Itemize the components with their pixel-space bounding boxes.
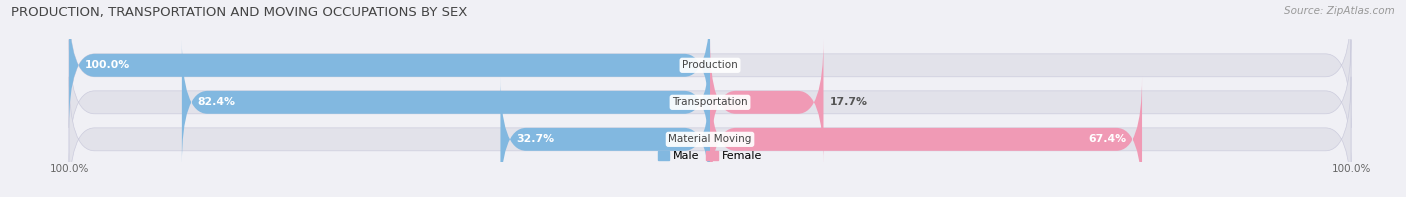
Text: 32.7%: 32.7% bbox=[516, 134, 554, 144]
Text: Production: Production bbox=[682, 60, 738, 70]
FancyBboxPatch shape bbox=[181, 40, 710, 165]
FancyBboxPatch shape bbox=[69, 40, 1351, 165]
Text: 67.4%: 67.4% bbox=[1088, 134, 1126, 144]
FancyBboxPatch shape bbox=[69, 77, 1351, 197]
Text: Source: ZipAtlas.com: Source: ZipAtlas.com bbox=[1284, 6, 1395, 16]
FancyBboxPatch shape bbox=[501, 77, 710, 197]
Text: 82.4%: 82.4% bbox=[197, 97, 235, 107]
Text: PRODUCTION, TRANSPORTATION AND MOVING OCCUPATIONS BY SEX: PRODUCTION, TRANSPORTATION AND MOVING OC… bbox=[11, 6, 468, 19]
Text: 17.7%: 17.7% bbox=[830, 97, 868, 107]
FancyBboxPatch shape bbox=[710, 40, 824, 165]
FancyBboxPatch shape bbox=[69, 3, 710, 128]
Text: Transportation: Transportation bbox=[672, 97, 748, 107]
FancyBboxPatch shape bbox=[710, 77, 1142, 197]
FancyBboxPatch shape bbox=[69, 3, 1351, 128]
Text: Material Moving: Material Moving bbox=[668, 134, 752, 144]
Legend: Male, Female: Male, Female bbox=[654, 147, 766, 166]
Text: 100.0%: 100.0% bbox=[84, 60, 129, 70]
